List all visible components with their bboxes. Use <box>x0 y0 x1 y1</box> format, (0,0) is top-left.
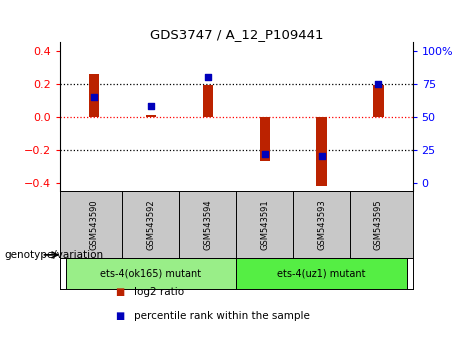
Point <box>261 151 268 157</box>
Point <box>375 81 382 87</box>
Text: ets-4(uz1) mutant: ets-4(uz1) mutant <box>278 268 366 279</box>
Text: GSM543593: GSM543593 <box>317 199 326 250</box>
Point <box>90 94 98 100</box>
Text: ■: ■ <box>115 287 124 297</box>
Bar <box>236 258 407 289</box>
Text: GSM543595: GSM543595 <box>374 199 383 250</box>
Text: ets-4(ok165) mutant: ets-4(ok165) mutant <box>100 268 201 279</box>
Title: GDS3747 / A_12_P109441: GDS3747 / A_12_P109441 <box>149 28 323 41</box>
Text: GSM543592: GSM543592 <box>147 199 155 250</box>
Bar <box>316 117 327 186</box>
Text: log2 ratio: log2 ratio <box>134 287 184 297</box>
Text: GSM543594: GSM543594 <box>203 199 213 250</box>
Point <box>204 74 212 80</box>
Text: genotype/variation: genotype/variation <box>5 250 104 260</box>
Text: percentile rank within the sample: percentile rank within the sample <box>134 311 310 321</box>
Bar <box>89 74 99 117</box>
Point <box>147 103 154 109</box>
Text: GSM543591: GSM543591 <box>260 199 269 250</box>
Bar <box>373 85 384 117</box>
Bar <box>146 115 156 117</box>
Bar <box>65 258 236 289</box>
Point <box>318 154 325 159</box>
Text: ■: ■ <box>115 311 124 321</box>
Bar <box>260 117 270 161</box>
Bar <box>203 85 213 117</box>
Text: GSM543590: GSM543590 <box>89 199 99 250</box>
